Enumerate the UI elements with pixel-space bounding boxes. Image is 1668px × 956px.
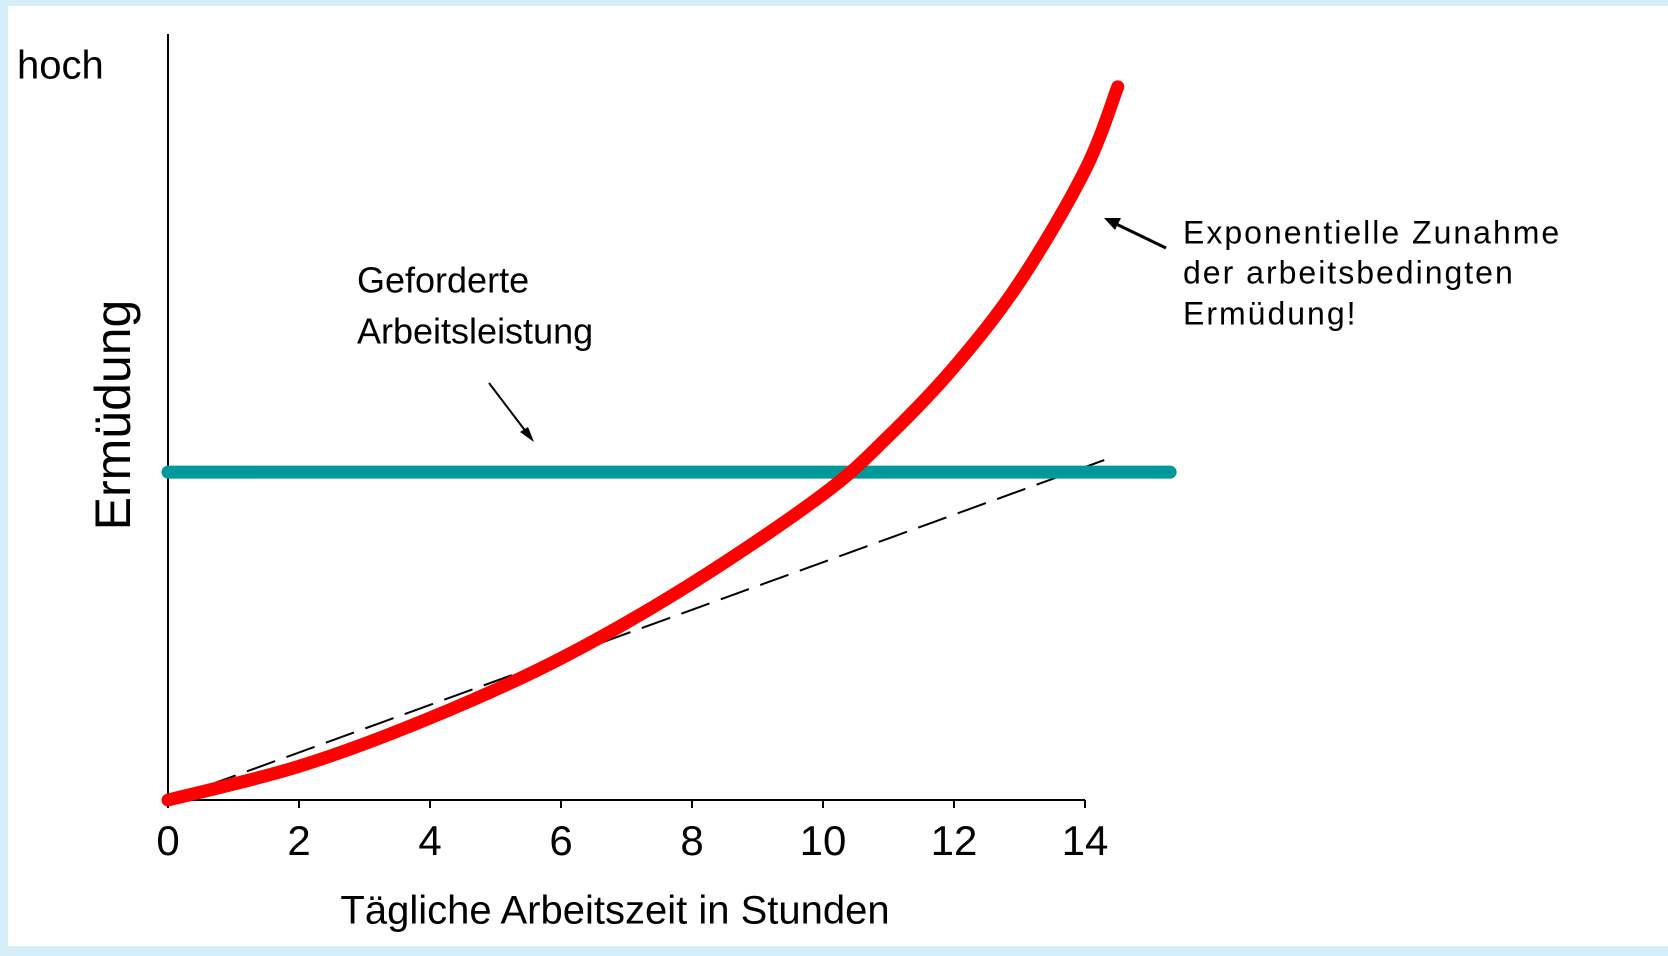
- x-axis-label: Tägliche Arbeitszeit in Stunden: [340, 889, 889, 933]
- arrow-head: [1104, 218, 1121, 230]
- x-tick-label: 12: [931, 817, 978, 864]
- annotation: Ermüdung!: [1183, 295, 1358, 331]
- x-tick-label: 2: [287, 817, 310, 864]
- annotation: Arbeitsleistung: [357, 311, 593, 352]
- annotation: Exponentielle Zunahme: [1183, 214, 1561, 250]
- arrow-head: [520, 427, 534, 442]
- line: [161, 80, 1125, 807]
- x-tick-label: 10: [800, 817, 847, 864]
- annotation: Geforderte: [357, 260, 529, 301]
- x-tick-label: 6: [549, 817, 572, 864]
- x-tick-label: 4: [418, 817, 441, 864]
- x-tick-label: 14: [1062, 817, 1109, 864]
- x-tick-label: 0: [156, 817, 179, 864]
- dashed-line: [167, 456, 1112, 801]
- x-tick-label: 8: [680, 817, 703, 864]
- arrow: [1111, 220, 1167, 250]
- annotation: der arbeitsbedingten: [1183, 254, 1515, 290]
- y-axis-label: Ermüdung: [85, 300, 141, 531]
- y-top-label: hoch: [17, 44, 104, 88]
- arrow: [488, 382, 531, 438]
